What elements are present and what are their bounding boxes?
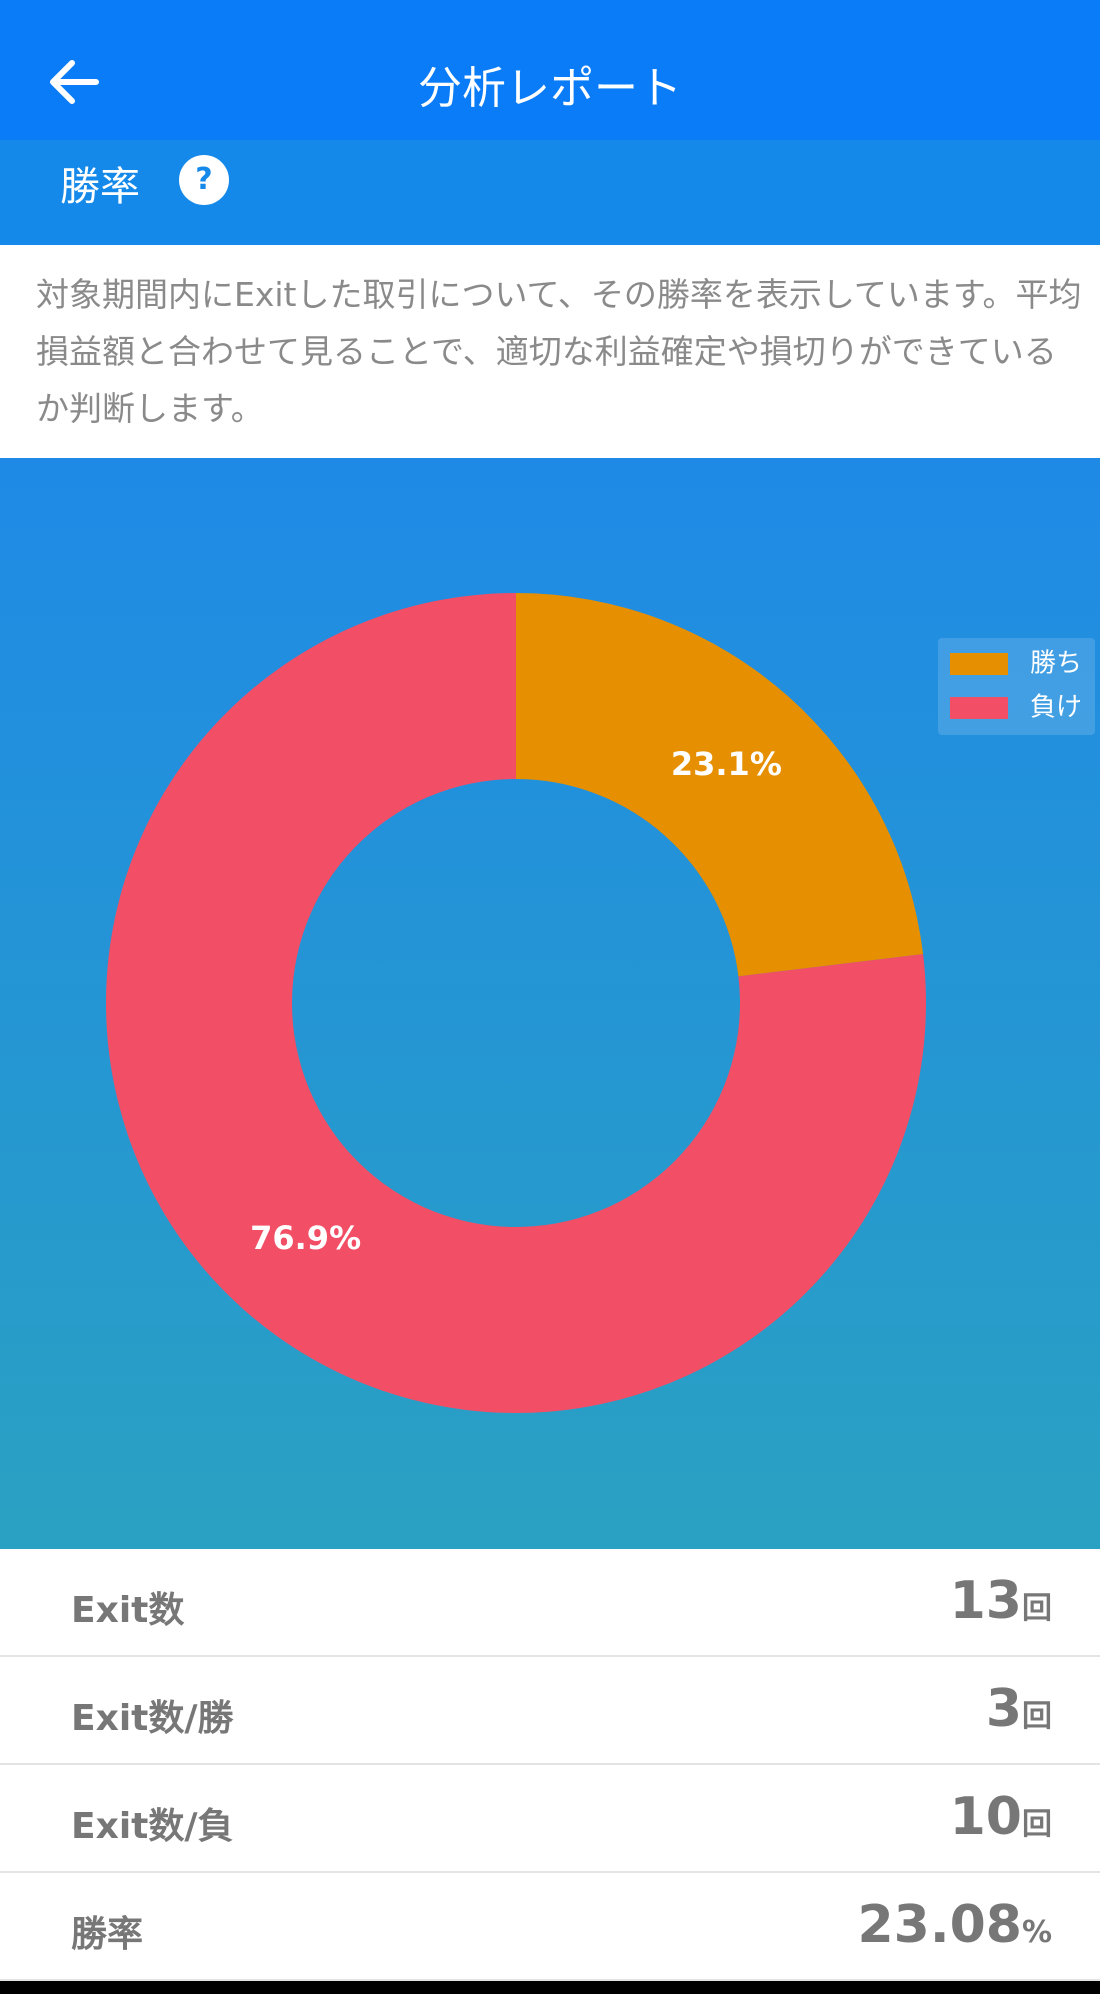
pie-slice — [516, 593, 924, 977]
legend-swatch — [950, 653, 1008, 675]
stat-row: 勝率 23.08% — [0, 1873, 1100, 1981]
back-button[interactable] — [46, 54, 102, 110]
legend-label: 勝ち — [1030, 649, 1082, 679]
description-panel: 対象期間内にExitした取引について、その勝率を表示しています。平均損益額と合わ… — [0, 245, 1100, 458]
section-title: 勝率 — [60, 164, 140, 210]
stat-value-group: 23.08% — [857, 1895, 1052, 1955]
stat-label: Exit数 — [71, 1590, 185, 1631]
pie-slice — [105, 593, 927, 1413]
slice-label: 76.9% — [250, 1219, 361, 1257]
legend-swatch — [950, 697, 1008, 719]
stat-unit: 回 — [1022, 1807, 1052, 1842]
stat-label: Exit数/勝 — [71, 1698, 234, 1739]
stat-label: Exit数/負 — [71, 1806, 234, 1847]
help-button[interactable]: ? — [179, 155, 229, 205]
stat-value-group: 3回 — [986, 1679, 1052, 1739]
stat-value: 3 — [985, 1679, 1022, 1739]
stat-value-group: 13回 — [950, 1571, 1052, 1631]
app-header: 分析レポート — [0, 0, 1100, 140]
header-title: 分析レポート — [418, 63, 682, 114]
description: 対象期間内にExitした取引について、その勝率を表示しています。平均損益額と合わ… — [36, 275, 1082, 428]
slice-label: 23.1% — [671, 745, 782, 783]
stat-row: Exit数 13回 — [0, 1549, 1100, 1657]
stat-label: 勝率 — [71, 1914, 144, 1955]
stat-row: Exit数/負 10回 — [0, 1765, 1100, 1873]
stat-value: 13 — [949, 1571, 1022, 1631]
stat-row: Exit数/勝 3回 — [0, 1657, 1100, 1765]
section-header: 勝率 ? — [0, 140, 1100, 245]
stat-value-group: 10回 — [950, 1787, 1052, 1847]
stat-value: 10 — [949, 1787, 1022, 1847]
stat-value: 23.08 — [857, 1895, 1022, 1955]
stat-unit: % — [1021, 1915, 1052, 1950]
legend-label: 負け — [1030, 693, 1082, 723]
stat-unit: 回 — [1022, 1699, 1052, 1734]
stat-unit: 回 — [1022, 1591, 1052, 1626]
